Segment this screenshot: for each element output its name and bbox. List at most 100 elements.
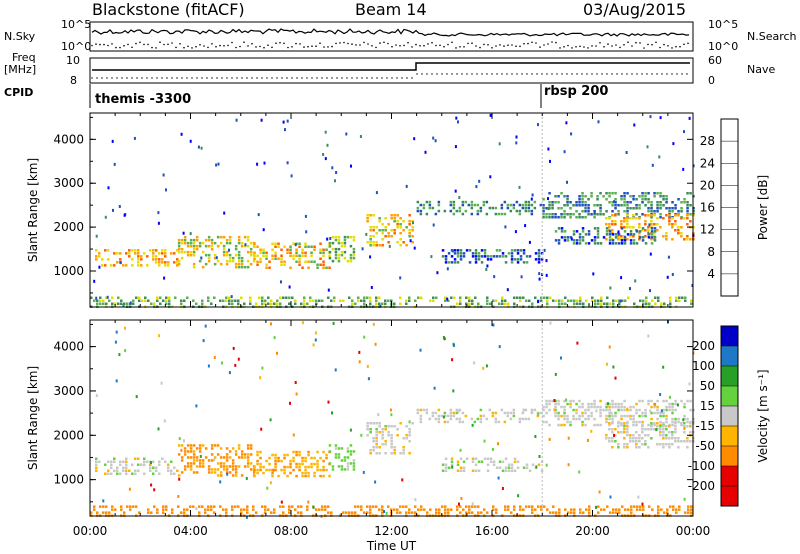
data-cell (639, 505, 642, 508)
nave-dot (261, 77, 263, 79)
data-cell (264, 299, 267, 302)
data-cell (443, 411, 447, 415)
data-cell (659, 414, 662, 418)
noise-cell (331, 411, 333, 415)
data-cell (378, 229, 381, 232)
data-cell (560, 236, 564, 239)
data-cell (635, 420, 638, 424)
data-cell (489, 258, 493, 261)
data-cell (519, 296, 522, 299)
data-cell (102, 302, 105, 305)
data-cell (234, 474, 238, 477)
noise-cell (553, 408, 556, 412)
data-cell (93, 299, 96, 302)
data-cell (140, 463, 143, 466)
data-cell (219, 447, 223, 450)
data-cell (471, 505, 474, 508)
nsearch-dot (367, 43, 369, 45)
data-cell (452, 411, 456, 415)
data-cell (390, 452, 393, 455)
data-cell (524, 203, 528, 207)
data-cell (513, 302, 516, 305)
data-cell (629, 417, 632, 421)
data-cell (500, 212, 504, 216)
data-cell (273, 302, 276, 305)
nave-dot (176, 77, 178, 79)
data-cell (507, 466, 511, 469)
data-cell (563, 423, 566, 427)
data-cell (581, 239, 585, 242)
data-cell (458, 420, 462, 424)
data-cell (620, 195, 623, 198)
data-cell (322, 251, 325, 254)
data-cell (557, 239, 561, 242)
data-cell (653, 195, 656, 198)
noise-cell (672, 142, 675, 146)
data-cell (228, 241, 232, 245)
data-cell (564, 302, 567, 305)
data-cell (677, 214, 680, 217)
data-cell (450, 296, 453, 299)
data-cell (289, 254, 292, 257)
data-cell (473, 420, 477, 424)
data-cell (612, 511, 615, 514)
data-cell (447, 252, 451, 255)
data-cell (393, 452, 396, 455)
noise-cell (95, 394, 98, 398)
nsearch-dot (291, 46, 293, 48)
data-cell (393, 302, 396, 305)
data-cell (479, 206, 483, 210)
data-cell (614, 201, 617, 204)
data-cell (692, 207, 695, 210)
power-colorbar-label: Power [dB] (756, 175, 770, 240)
nave-dot (306, 77, 308, 79)
nave-dot (181, 77, 183, 79)
data-cell (423, 508, 426, 511)
data-cell (369, 505, 372, 508)
data-cell (500, 408, 504, 412)
data-cell (137, 252, 140, 255)
data-cell (279, 296, 282, 299)
nave-dot (621, 73, 623, 75)
beam-title: Beam 14 (355, 0, 427, 19)
nave-dot (156, 77, 158, 79)
data-cell (504, 505, 507, 508)
x-tick-label: 12:00 (374, 524, 409, 538)
data-cell (650, 425, 653, 428)
data-cell (210, 508, 213, 511)
nsearch-dot (571, 47, 573, 49)
data-cell (96, 511, 99, 514)
data-cell (462, 252, 466, 255)
data-cell (641, 198, 644, 201)
nsearch-dot (123, 44, 125, 47)
nave-dot (656, 73, 658, 75)
freq-panel-frame (89, 57, 694, 84)
noise-cell (549, 321, 552, 325)
data-cell (581, 192, 584, 195)
data-cell (396, 428, 399, 431)
data-cell (552, 299, 555, 302)
data-cell (644, 204, 647, 207)
data-cell (596, 242, 600, 245)
data-cell (587, 408, 590, 412)
data-cell (177, 244, 181, 248)
data-cell (626, 434, 629, 437)
noise-cell (605, 362, 608, 366)
data-cell (593, 405, 596, 409)
data-cell (611, 402, 614, 406)
data-cell (366, 422, 369, 425)
data-cell (605, 405, 608, 409)
data-cell (345, 511, 348, 514)
data-cell (152, 258, 155, 261)
data-cell (671, 431, 674, 434)
data-cell (525, 505, 528, 508)
data-cell (334, 238, 338, 242)
data-cell (659, 434, 662, 437)
data-cell (680, 399, 683, 403)
data-cell (582, 302, 585, 305)
data-cell (192, 456, 196, 459)
data-cell (334, 253, 338, 257)
data-cell (683, 431, 686, 434)
nave-dot (316, 77, 318, 79)
nsearch-dot (99, 43, 101, 46)
